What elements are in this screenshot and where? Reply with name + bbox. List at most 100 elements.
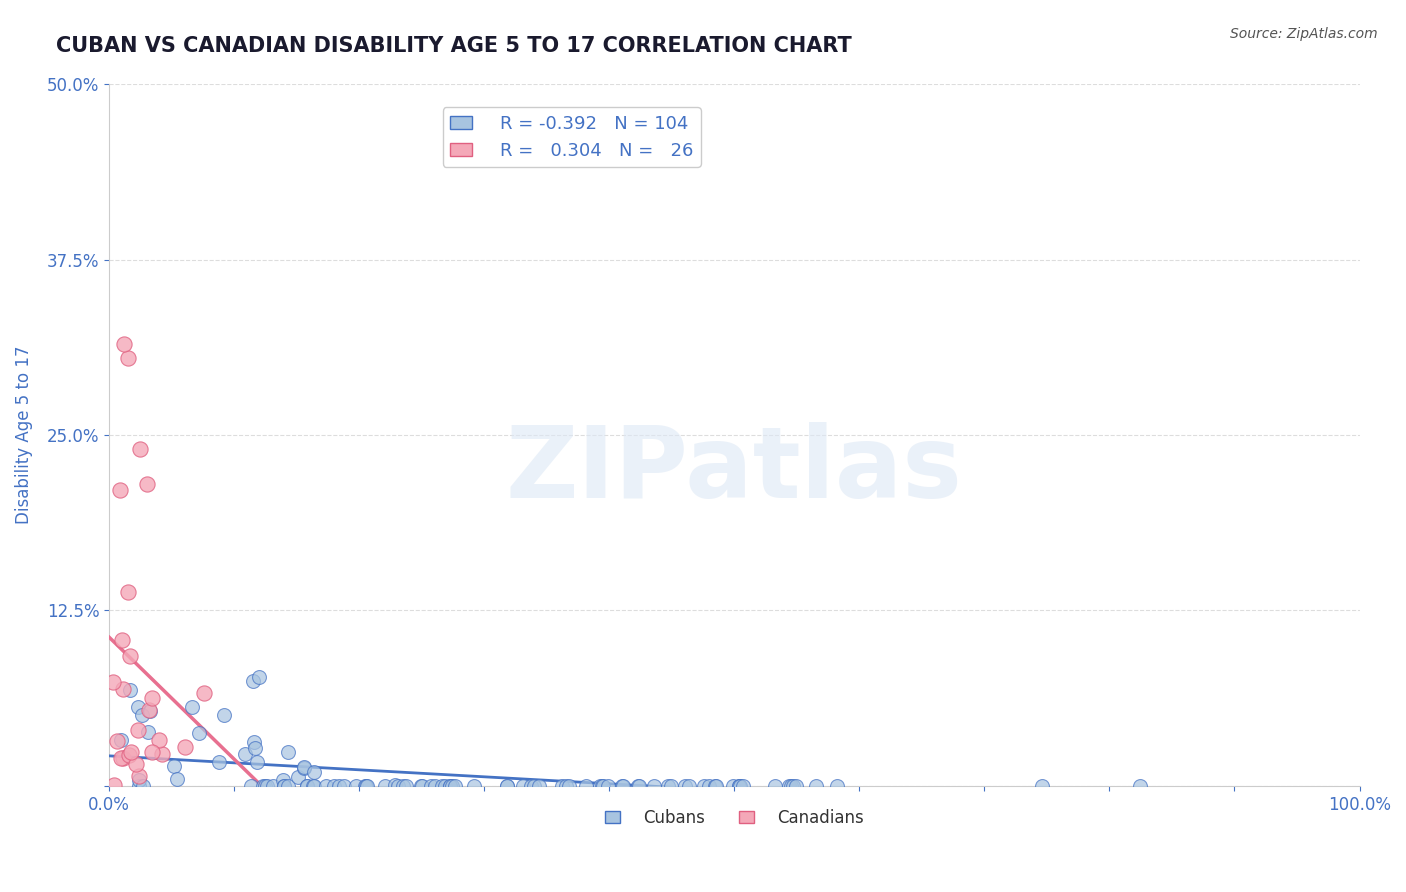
Point: [127, 700, 149, 714]
Point: [782, 779, 804, 793]
Point: [387, 779, 409, 793]
Point: [727, 779, 749, 793]
Y-axis label: Disability Age 5 to 17: Disability Age 5 to 17: [15, 346, 32, 524]
Point: [523, 779, 546, 793]
Point: [174, 740, 197, 755]
Point: [785, 779, 807, 793]
Point: [730, 779, 752, 793]
Text: CUBAN VS CANADIAN DISABILITY AGE 5 TO 17 CORRELATION CHART: CUBAN VS CANADIAN DISABILITY AGE 5 TO 17…: [56, 36, 852, 55]
Point: [411, 779, 433, 793]
Point: [441, 779, 464, 793]
Point: [323, 779, 346, 793]
Point: [292, 760, 315, 774]
Point: [575, 779, 598, 793]
Point: [391, 779, 413, 793]
Point: [678, 779, 700, 793]
Point: [419, 779, 441, 793]
Point: [529, 779, 551, 793]
Point: [356, 779, 378, 793]
Point: [302, 765, 325, 780]
Point: [555, 779, 578, 793]
Point: [673, 779, 696, 793]
Point: [433, 779, 456, 793]
Point: [273, 779, 295, 793]
Point: [1129, 779, 1152, 793]
Point: [304, 779, 326, 793]
Point: [520, 779, 543, 793]
Point: [277, 779, 299, 793]
Point: [704, 779, 727, 793]
Point: [108, 483, 131, 497]
Point: [118, 747, 141, 762]
Point: [128, 779, 150, 793]
Point: [243, 741, 266, 756]
Point: [825, 779, 848, 793]
Point: [612, 779, 634, 793]
Point: [439, 779, 461, 793]
Point: [111, 633, 134, 648]
Point: [101, 675, 124, 690]
Point: [804, 779, 827, 793]
Point: [780, 779, 803, 793]
Point: [443, 779, 465, 793]
Point: [287, 770, 309, 784]
Point: [110, 751, 132, 765]
Point: [249, 670, 271, 684]
Point: [550, 779, 572, 793]
Point: [627, 779, 650, 793]
Point: [141, 745, 163, 759]
Point: [118, 683, 141, 698]
Point: [463, 779, 485, 793]
Point: [243, 734, 266, 748]
Point: [256, 779, 278, 793]
Point: [495, 779, 517, 793]
Point: [384, 778, 406, 792]
Point: [148, 732, 170, 747]
Point: [208, 755, 231, 769]
Point: [395, 779, 418, 793]
Point: [333, 779, 356, 793]
Point: [273, 773, 295, 788]
Point: [704, 779, 727, 793]
Point: [273, 779, 295, 793]
Point: [193, 685, 215, 699]
Point: [292, 760, 315, 774]
Point: [262, 779, 284, 793]
Point: [733, 779, 755, 793]
Point: [252, 779, 274, 793]
Point: [409, 779, 432, 793]
Point: [353, 779, 375, 793]
Point: [214, 707, 236, 722]
Point: [373, 779, 395, 793]
Point: [598, 779, 620, 793]
Point: [589, 779, 612, 793]
Point: [245, 755, 267, 769]
Point: [301, 779, 323, 793]
Point: [111, 751, 134, 765]
Legend: Cubans, Canadians: Cubans, Canadians: [599, 802, 870, 833]
Point: [721, 779, 744, 793]
Point: [112, 337, 135, 351]
Point: [127, 723, 149, 737]
Point: [181, 700, 204, 714]
Point: [512, 779, 534, 793]
Point: [591, 779, 613, 793]
Point: [138, 724, 160, 739]
Point: [1031, 779, 1053, 793]
Point: [661, 779, 683, 793]
Point: [128, 772, 150, 787]
Point: [240, 779, 263, 793]
Point: [592, 779, 614, 793]
Point: [118, 648, 141, 663]
Point: [778, 779, 800, 793]
Point: [103, 778, 125, 792]
Point: [135, 477, 157, 491]
Point: [163, 759, 186, 773]
Text: Source: ZipAtlas.com: Source: ZipAtlas.com: [1230, 27, 1378, 41]
Point: [233, 747, 256, 761]
Point: [297, 779, 319, 793]
Point: [315, 779, 337, 793]
Point: [128, 769, 150, 783]
Point: [439, 779, 461, 793]
Point: [295, 779, 318, 793]
